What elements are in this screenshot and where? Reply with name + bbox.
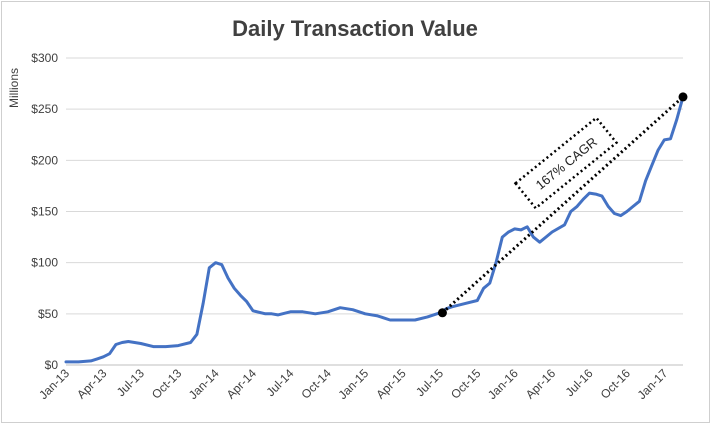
trend-end-point — [678, 92, 688, 102]
y-tick-label: $50 — [38, 307, 58, 321]
x-tick-label: Jan-17 — [635, 366, 671, 402]
x-tick-label: Oct-16 — [598, 366, 634, 402]
trend-start-point — [437, 308, 447, 318]
x-tick-label: Jul-13 — [114, 366, 147, 399]
x-tick-label: Jul-14 — [263, 366, 296, 399]
x-tick-label: Jul-16 — [563, 366, 596, 399]
y-axis-label: Millions — [7, 68, 21, 108]
y-tick-label: $300 — [31, 51, 58, 65]
cagr-trend-line — [441, 95, 685, 314]
x-tick-label: Jan-16 — [485, 366, 521, 402]
x-tick-label: Apr-16 — [523, 366, 559, 402]
x-tick-label: Apr-14 — [224, 366, 260, 402]
x-tick-label: Oct-13 — [149, 366, 185, 402]
series-line — [64, 95, 685, 364]
y-tick-label: $100 — [31, 256, 58, 270]
x-tick-label: Apr-15 — [373, 366, 409, 402]
x-tick-label: Jan-15 — [335, 366, 371, 402]
y-tick-label: $250 — [31, 102, 58, 116]
x-tick-label: Apr-13 — [74, 366, 110, 402]
chart-title: Daily Transaction Value — [232, 16, 478, 41]
y-tick-label: $200 — [31, 153, 58, 167]
x-tick-label: Jan-14 — [186, 366, 222, 402]
x-tick-label: Oct-14 — [299, 366, 335, 402]
annotation-box — [513, 116, 619, 210]
y-tick-label: $150 — [31, 205, 58, 219]
y-tick-label: $0 — [45, 358, 59, 372]
x-tick-label: Jul-15 — [413, 366, 446, 399]
x-tick-label: Oct-15 — [448, 366, 484, 402]
